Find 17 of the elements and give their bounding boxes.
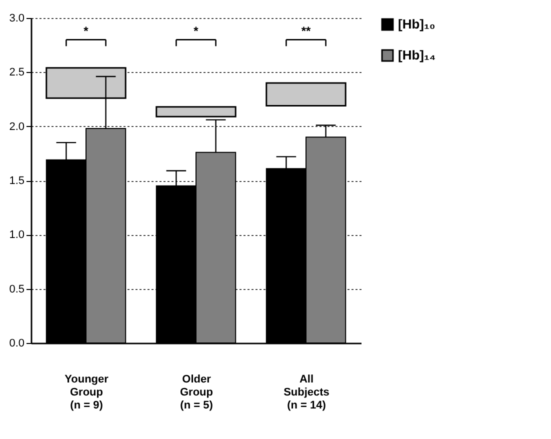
y-tick-label: 0.5 (9, 283, 24, 296)
annotation: ** (301, 24, 311, 38)
bar (156, 106, 236, 118)
x-tick-label: All Subjects (n = 14) (284, 374, 330, 412)
bar (266, 82, 346, 106)
y-tick-label: 1.0 (9, 229, 24, 242)
legend-label: [Hb]₁₄ (398, 48, 436, 62)
y-tick-label: 2.0 (9, 120, 24, 133)
y-tick-label: 2.5 (9, 66, 24, 79)
y-tick-label: 1.5 (9, 175, 24, 187)
y-tick-label: 3.0 (9, 12, 24, 24)
annotation: * (84, 24, 89, 38)
annotation: * (194, 24, 199, 38)
x-tick-label: Older Group (n = 5) (180, 374, 214, 412)
x-tick-label: Younger Group (n = 9) (64, 374, 110, 412)
legend-label: [Hb]₁₀ (398, 16, 436, 32)
y-tick-label: 0.0 (9, 338, 24, 350)
